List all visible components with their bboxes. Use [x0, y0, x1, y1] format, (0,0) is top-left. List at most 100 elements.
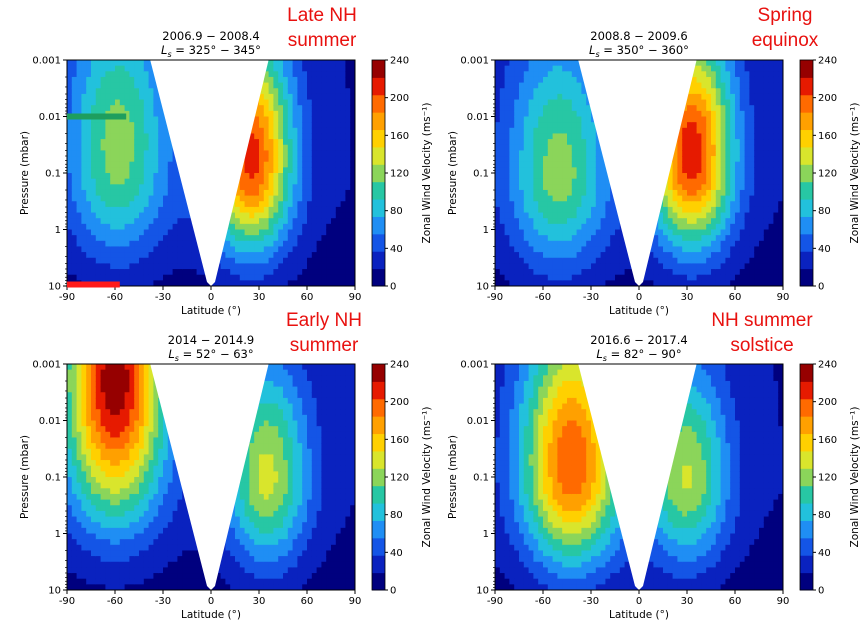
heatmap-cell: [576, 110, 582, 118]
heatmap-cell: [321, 229, 327, 236]
heatmap-cell: [735, 184, 741, 191]
heatmap-cell: [139, 173, 145, 180]
heatmap-cell: [547, 178, 554, 185]
heatmap-cell: [326, 122, 332, 129]
heatmap-cell: [687, 223, 693, 231]
heatmap-cell: [672, 240, 678, 248]
heatmap-cell: [124, 60, 130, 67]
heatmap-cell: [586, 229, 592, 236]
heatmap-cell: [287, 105, 294, 112]
heatmap-cell: [143, 156, 150, 163]
heatmap-cell: [759, 229, 765, 236]
heatmap-cell: [268, 246, 274, 253]
heatmap-cell: [292, 195, 298, 202]
heatmap-cell: [321, 195, 327, 202]
heatmap-cell: [273, 240, 279, 248]
heatmap-cell: [340, 263, 346, 270]
heatmap-cell: [696, 212, 702, 219]
heatmap-cell: [139, 252, 145, 259]
heatmap-cell: [739, 150, 746, 157]
heatmap-cell: [533, 280, 539, 286]
heatmap-cell: [547, 60, 554, 67]
heatmap-cell: [682, 184, 688, 191]
heatmap-cell: [495, 212, 501, 219]
heatmap-cell: [711, 76, 717, 84]
heatmap-cell: [350, 60, 355, 67]
heatmap-cell: [615, 263, 621, 270]
heatmap-cell: [350, 184, 355, 191]
colorbar-tick-label: 240: [390, 56, 409, 67]
heatmap-cell: [115, 127, 121, 135]
heatmap-cell: [682, 156, 688, 163]
heatmap-cell: [71, 235, 78, 242]
heatmap-cell: [129, 274, 135, 281]
heatmap-cell: [177, 257, 183, 264]
heatmap-cell: [278, 82, 284, 89]
heatmap-cell: [691, 167, 698, 174]
heatmap-cell: [768, 263, 774, 270]
heatmap-cell: [715, 201, 722, 208]
heatmap-cell: [115, 173, 121, 180]
heatmap-cell: [528, 82, 534, 89]
heatmap-cell: [350, 133, 355, 140]
heatmap-cell: [302, 263, 308, 270]
heatmap-cell: [287, 269, 294, 276]
heatmap-cell: [191, 235, 198, 242]
heatmap-cell: [115, 156, 121, 163]
heatmap-cell: [287, 229, 294, 236]
heatmap-cell: [667, 223, 674, 231]
heatmap-cell: [105, 161, 111, 168]
heatmap-cell: [311, 184, 318, 191]
heatmap-cell: [254, 206, 260, 214]
heatmap-cell: [576, 71, 582, 78]
heatmap-cell: [581, 173, 587, 180]
heatmap-cell: [519, 99, 525, 106]
heatmap-cell: [331, 240, 337, 248]
heatmap-cell: [581, 218, 587, 225]
heatmap-cell: [278, 184, 284, 191]
heatmap-cell: [715, 110, 722, 118]
heatmap-cell: [110, 99, 116, 106]
heatmap-cell: [576, 167, 582, 174]
heatmap-cell: [191, 240, 198, 248]
heatmap-cell: [129, 139, 135, 146]
heatmap-cell: [600, 206, 606, 214]
heatmap-cell: [557, 257, 563, 264]
heatmap-cell: [538, 201, 544, 208]
heatmap-cell: [552, 71, 558, 78]
heatmap-cell: [263, 82, 270, 89]
heatmap-cell: [259, 144, 265, 151]
heatmap-cell: [730, 60, 736, 67]
heatmap-cell: [739, 161, 746, 168]
heatmap-cell: [129, 144, 135, 151]
heatmap-cell: [91, 195, 97, 202]
heatmap-cell: [706, 167, 712, 174]
heatmap-cell: [268, 280, 274, 286]
heatmap-cell: [701, 173, 707, 180]
heatmap-cell: [773, 280, 779, 286]
heatmap-cell: [316, 274, 322, 281]
heatmap-cell: [86, 178, 92, 185]
heatmap-cell: [514, 65, 520, 72]
heatmap-cell: [278, 206, 284, 214]
heatmap-cell: [778, 156, 783, 163]
heatmap-cell: [124, 189, 130, 197]
heatmap-cell: [302, 133, 308, 140]
heatmap-cell: [268, 189, 274, 197]
heatmap-cell: [552, 269, 558, 276]
heatmap-cell: [754, 229, 760, 236]
heatmap-cell: [331, 195, 337, 202]
heatmap-cell: [749, 229, 755, 236]
heatmap-cell: [547, 82, 554, 89]
heatmap-cell: [610, 263, 616, 270]
chart-title-solar-longitude: Ls = 325° − 345°: [161, 43, 261, 59]
heatmap-cell: [316, 269, 322, 276]
heatmap-cell: [557, 167, 563, 174]
heatmap-cell: [538, 99, 544, 106]
heatmap-cell: [519, 240, 525, 248]
heatmap-cell: [687, 218, 693, 225]
heatmap-cell: [105, 76, 111, 84]
heatmap-cell: [297, 252, 303, 259]
heatmap-cell: [509, 116, 515, 123]
heatmap-cell: [523, 105, 530, 112]
